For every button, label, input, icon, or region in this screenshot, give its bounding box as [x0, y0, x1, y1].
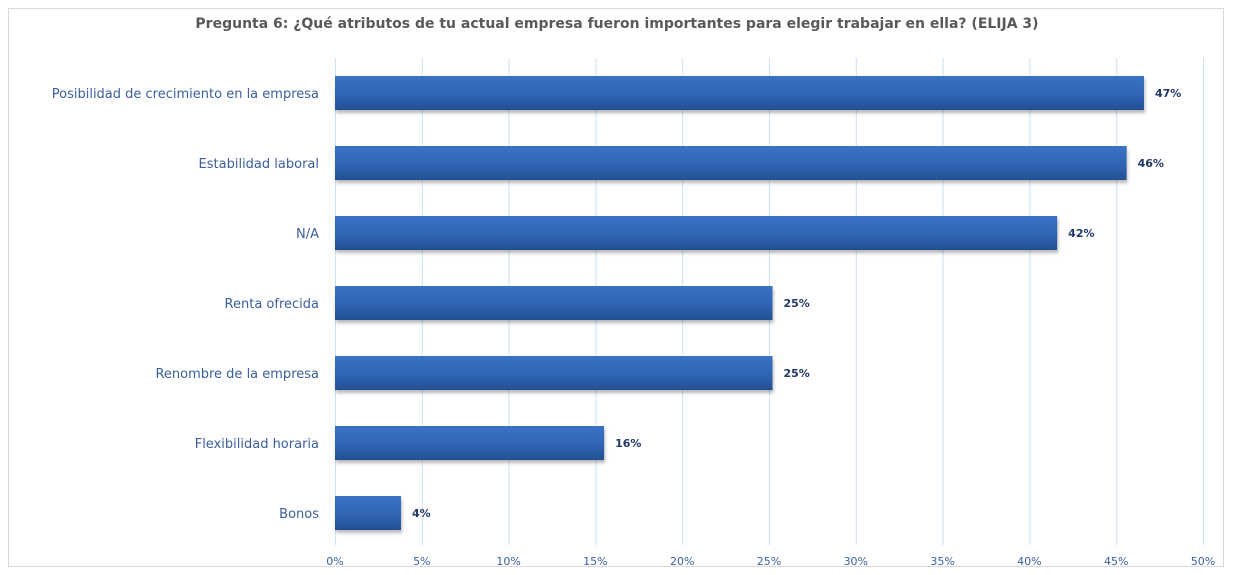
x-tick-label: 10%: [496, 555, 520, 568]
gridlines: [335, 58, 1204, 545]
bar: [335, 146, 1127, 180]
data-label: 46%: [1138, 157, 1164, 170]
bar: [335, 216, 1058, 250]
x-tick-label: 45%: [1104, 555, 1128, 568]
x-tick-label: 0%: [326, 555, 343, 568]
category-label: N/A: [296, 227, 319, 242]
data-label: 25%: [783, 297, 809, 310]
x-tick-label: 15%: [583, 555, 607, 568]
bar: [335, 356, 773, 390]
bars: [335, 76, 1144, 530]
category-label: Bonos: [279, 507, 319, 522]
x-tick-label: 5%: [413, 555, 430, 568]
category-labels: Posibilidad de crecimiento en la empresa…: [52, 87, 319, 522]
category-label: Renombre de la empresa: [155, 367, 319, 382]
data-label: 42%: [1068, 227, 1094, 240]
x-tick-label: 20%: [670, 555, 694, 568]
data-label: 47%: [1155, 87, 1181, 100]
x-tick-label: 35%: [930, 555, 954, 568]
data-label: 25%: [783, 367, 809, 380]
category-label: Renta ofrecida: [225, 297, 319, 312]
chart-title: Pregunta 6: ¿Qué atributos de tu actual …: [195, 16, 1039, 32]
data-labels: 47% 46% 42% 25% 25% 16% 4%: [412, 87, 1181, 520]
x-tick-labels: 0% 5% 10% 15% 20% 25% 30% 35% 40% 45% 50%: [326, 555, 1215, 568]
bar: [335, 76, 1144, 110]
category-label: Posibilidad de crecimiento en la empresa: [52, 87, 319, 102]
category-label: Flexibilidad horaria: [195, 437, 319, 452]
x-tick-label: 30%: [844, 555, 868, 568]
category-label: Estabilidad laboral: [199, 157, 319, 172]
bar: [335, 496, 401, 530]
data-label: 16%: [615, 437, 641, 450]
x-tick-label: 40%: [1017, 555, 1041, 568]
x-tick-label: 25%: [757, 555, 781, 568]
bar: [335, 286, 773, 320]
x-tick-label: 50%: [1191, 555, 1215, 568]
bar: [335, 426, 605, 460]
data-label: 4%: [412, 507, 431, 520]
